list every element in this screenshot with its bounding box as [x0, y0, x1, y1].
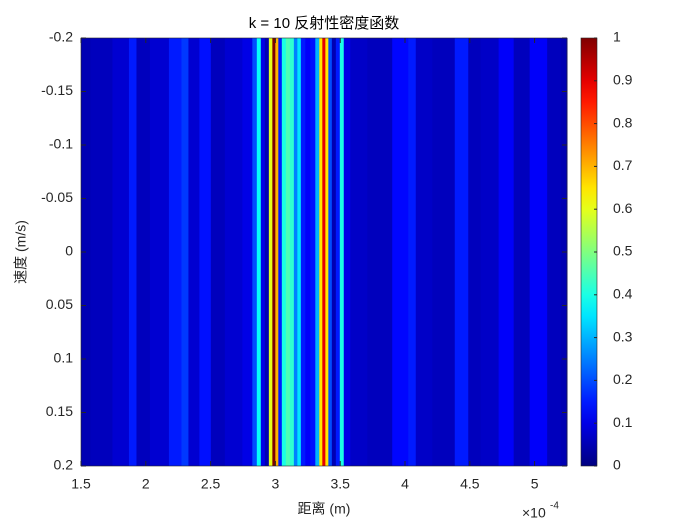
- colorbar-tick-label: 0: [613, 457, 621, 473]
- heat-column: [529, 38, 548, 466]
- heat-column: [498, 38, 515, 466]
- heat-column: [289, 38, 295, 466]
- heat-column: [188, 38, 200, 466]
- heat-column: [480, 38, 500, 466]
- heat-column: [181, 38, 189, 466]
- heat-column: [339, 38, 345, 466]
- y-tick-label: 0.1: [54, 350, 74, 366]
- colorbar-tick-label: 0.6: [613, 200, 633, 216]
- y-tick-label: 0.05: [46, 296, 73, 312]
- y-tick-label: 0.15: [46, 403, 73, 419]
- heat-column: [322, 38, 326, 466]
- heat-column: [335, 38, 341, 466]
- heat-column: [343, 38, 351, 466]
- heat-column: [285, 38, 291, 466]
- chart-title: k = 10 反射性密度函数: [249, 15, 399, 32]
- heat-column: [272, 38, 276, 466]
- x-tick-label: 1.5: [71, 476, 91, 492]
- colorbar-tick-label: 0.9: [613, 72, 633, 88]
- heat-column: [224, 38, 243, 466]
- heat-column: [325, 38, 329, 466]
- heat-column: [260, 38, 266, 466]
- heat-column: [275, 38, 279, 466]
- heat-column: [350, 38, 368, 466]
- x-tick-label: 4: [401, 476, 409, 492]
- heat-column: [264, 38, 270, 466]
- colorbar-tick-label: 0.4: [613, 286, 633, 302]
- heat-column: [319, 38, 323, 466]
- heat-column: [278, 38, 283, 466]
- colorbar-tick-label: 0.2: [613, 371, 633, 387]
- colorbar-tick-label: 0.8: [613, 114, 633, 130]
- heat-column: [136, 38, 151, 466]
- x-tick-label: 3.5: [330, 476, 350, 492]
- heat-column: [168, 38, 182, 466]
- y-tick-label: 0.2: [54, 457, 74, 473]
- heat-column: [268, 38, 273, 466]
- heat-column: [210, 38, 226, 466]
- x-tick-label: 3: [272, 476, 280, 492]
- heat-column: [112, 38, 130, 466]
- x-multiplier-exponent: -4: [550, 501, 559, 512]
- heat-column: [454, 38, 469, 466]
- heat-column: [310, 38, 316, 466]
- x-tick-label: 2.5: [201, 476, 221, 492]
- colorbar-tick-label: 0.1: [613, 414, 633, 430]
- heat-column: [513, 38, 531, 466]
- heat-column: [256, 38, 262, 466]
- colorbar-tick-label: 0.7: [613, 157, 633, 173]
- heat-column: [90, 38, 113, 466]
- y-tick-label: -0.15: [41, 82, 73, 98]
- heat-column: [281, 38, 287, 466]
- heat-column: [432, 38, 456, 466]
- heat-column: [408, 38, 417, 466]
- colorbar-tick-label: 0.5: [613, 243, 633, 259]
- heat-column: [547, 38, 562, 466]
- heat-column: [128, 38, 137, 466]
- heat-column: [367, 38, 393, 466]
- heat-column: [415, 38, 433, 466]
- heat-column: [297, 38, 302, 466]
- heat-column: [242, 38, 253, 466]
- heat-column: [392, 38, 409, 466]
- heat-column: [305, 38, 311, 466]
- heat-column: [149, 38, 170, 466]
- y-tick-label: -0.2: [49, 29, 73, 45]
- heat-column: [252, 38, 258, 466]
- colorbar-tick-label: 1: [613, 29, 621, 45]
- x-multiplier: ×10: [522, 505, 546, 521]
- y-tick-label: 0: [65, 243, 73, 259]
- heat-column: [300, 38, 306, 466]
- heat-column: [468, 38, 482, 466]
- y-tick-label: -0.1: [49, 136, 73, 152]
- x-tick-label: 4.5: [460, 476, 480, 492]
- x-axis-label: 距离 (m): [298, 501, 351, 517]
- heat-column: [328, 38, 333, 466]
- x-tick-label: 5: [531, 476, 539, 492]
- heat-column: [331, 38, 337, 466]
- heat-column: [293, 38, 298, 466]
- colorbar-tick-label: 0.3: [613, 328, 633, 344]
- y-axis-label: 速度 (m/s): [13, 220, 29, 284]
- y-tick-label: -0.05: [41, 189, 73, 205]
- heat-column: [315, 38, 320, 466]
- x-tick-label: 2: [142, 476, 150, 492]
- heat-column: [199, 38, 212, 466]
